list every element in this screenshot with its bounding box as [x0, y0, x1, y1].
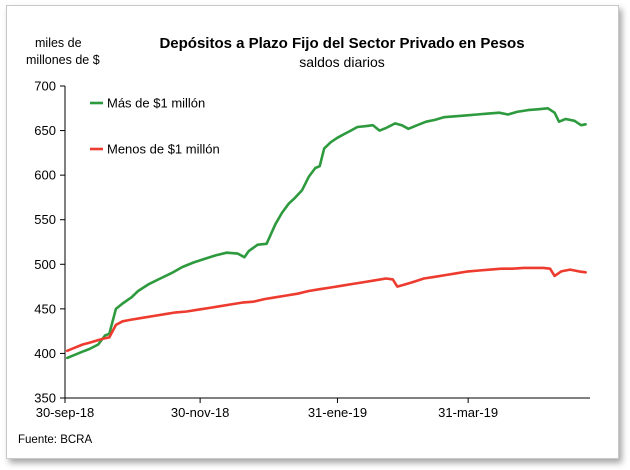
- series-lines: [65, 107, 587, 360]
- legend: Más de $1 millón Menos de $1 millón: [90, 96, 220, 157]
- x-tick-label: 30-sep-18: [36, 405, 95, 420]
- y-tick-label: 400: [34, 346, 56, 361]
- y-tick-label: 450: [34, 301, 56, 316]
- series-line-0: [65, 107, 587, 360]
- x-tick-label: 30-nov-18: [171, 405, 230, 420]
- source-note: Fuente: BCRA: [18, 434, 92, 446]
- axes: 350 400 450 500 550 600 650 700 30-sep-18 30-nov-…: [34, 79, 590, 420]
- y-axis-label-line2: millones de $: [26, 53, 100, 67]
- x-tick-label: 31-mar-19: [438, 405, 498, 420]
- x-tick-label: 31-ene-19: [308, 405, 367, 420]
- y-axis-label-line1: miles de: [35, 36, 82, 50]
- y-tick-label: 700: [34, 79, 56, 94]
- legend-label-1: Menos de $1 millón: [107, 142, 220, 157]
- y-tick-label: 550: [34, 212, 56, 227]
- legend-label-0: Más de $1 millón: [107, 96, 205, 111]
- y-tick-label: 350: [34, 391, 56, 406]
- chart-subtitle: saldos diarios: [299, 54, 385, 70]
- y-tick-label: 650: [34, 123, 56, 138]
- chart-frame: [6, 5, 619, 459]
- y-tick-label: 500: [34, 257, 56, 272]
- series-line-1: [65, 266, 587, 353]
- y-tick-label: 600: [34, 168, 56, 183]
- chart-title: Depósitos a Plazo Fijo del Sector Privad…: [159, 35, 524, 52]
